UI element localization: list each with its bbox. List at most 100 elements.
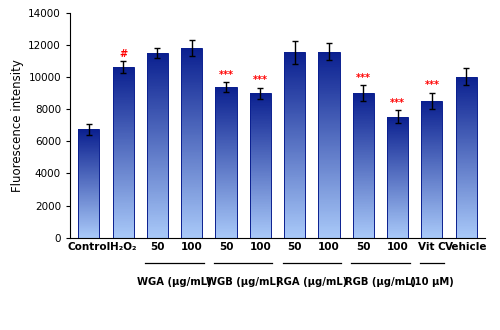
Bar: [250, 170, 271, 171]
Bar: [181, 209, 203, 210]
Bar: [456, 220, 477, 221]
Bar: [318, 201, 340, 202]
Bar: [147, 198, 168, 199]
Bar: [250, 160, 271, 161]
Bar: [284, 174, 306, 175]
Bar: [147, 142, 168, 143]
Bar: [387, 194, 408, 195]
Bar: [318, 218, 340, 219]
Bar: [421, 187, 442, 188]
Bar: [352, 120, 374, 121]
Bar: [284, 203, 306, 204]
Bar: [284, 226, 306, 227]
Bar: [284, 132, 306, 133]
Bar: [181, 101, 203, 102]
Bar: [456, 173, 477, 174]
Bar: [318, 228, 340, 229]
Bar: [181, 123, 203, 124]
Bar: [456, 94, 477, 95]
Bar: [284, 225, 306, 226]
Bar: [250, 153, 271, 154]
Bar: [147, 107, 168, 108]
Bar: [250, 158, 271, 159]
Bar: [250, 226, 271, 227]
Bar: [421, 181, 442, 182]
Bar: [352, 213, 374, 214]
Bar: [250, 195, 271, 196]
Bar: [181, 228, 203, 229]
Bar: [352, 127, 374, 128]
Bar: [284, 213, 306, 214]
Bar: [112, 104, 134, 105]
Bar: [456, 114, 477, 115]
Bar: [147, 194, 168, 195]
Bar: [352, 219, 374, 220]
Bar: [318, 103, 340, 104]
Bar: [352, 202, 374, 203]
Bar: [78, 231, 100, 232]
Bar: [421, 182, 442, 183]
Bar: [250, 182, 271, 183]
Bar: [147, 201, 168, 202]
Bar: [181, 104, 203, 105]
Bar: [318, 88, 340, 89]
Bar: [78, 144, 100, 145]
Bar: [284, 78, 306, 79]
Bar: [78, 184, 100, 185]
Bar: [112, 67, 134, 238]
Bar: [421, 120, 442, 121]
Bar: [318, 68, 340, 69]
Bar: [112, 98, 134, 99]
Bar: [387, 174, 408, 175]
Bar: [352, 158, 374, 159]
Bar: [112, 117, 134, 118]
Bar: [250, 95, 271, 96]
Bar: [387, 230, 408, 231]
Bar: [318, 223, 340, 224]
Bar: [112, 77, 134, 78]
Bar: [78, 149, 100, 150]
Bar: [421, 119, 442, 120]
Bar: [352, 125, 374, 126]
Bar: [147, 128, 168, 129]
Bar: [284, 194, 306, 195]
Bar: [421, 209, 442, 210]
Bar: [387, 131, 408, 132]
Bar: [181, 208, 203, 209]
Bar: [421, 160, 442, 161]
Bar: [147, 89, 168, 90]
Bar: [216, 92, 236, 93]
Bar: [318, 150, 340, 151]
Bar: [147, 187, 168, 188]
Bar: [181, 117, 203, 118]
Bar: [421, 152, 442, 153]
Bar: [421, 104, 442, 105]
Bar: [147, 209, 168, 210]
Bar: [387, 182, 408, 183]
Bar: [456, 196, 477, 197]
Bar: [387, 203, 408, 204]
Bar: [387, 185, 408, 186]
Bar: [284, 234, 306, 235]
Bar: [318, 78, 340, 79]
Bar: [318, 224, 340, 225]
Bar: [78, 204, 100, 205]
Bar: [421, 211, 442, 212]
Bar: [284, 214, 306, 215]
Bar: [456, 106, 477, 107]
Bar: [216, 98, 236, 99]
Bar: [78, 194, 100, 195]
Bar: [456, 146, 477, 147]
Bar: [250, 166, 271, 167]
Bar: [112, 142, 134, 143]
Bar: [216, 155, 236, 156]
Bar: [250, 112, 271, 113]
Bar: [78, 185, 100, 186]
Bar: [147, 186, 168, 187]
Bar: [421, 113, 442, 114]
Bar: [147, 180, 168, 181]
Bar: [112, 225, 134, 226]
Bar: [216, 164, 236, 165]
Bar: [250, 237, 271, 238]
Bar: [181, 226, 203, 227]
